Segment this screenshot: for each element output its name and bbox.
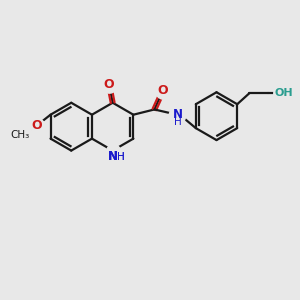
Text: N: N — [108, 151, 118, 164]
Text: O: O — [158, 84, 168, 97]
Text: H: H — [174, 117, 182, 127]
Text: O: O — [104, 78, 115, 91]
Text: H: H — [117, 152, 125, 162]
Text: O: O — [31, 119, 42, 132]
Text: CH₃: CH₃ — [11, 130, 30, 140]
Text: N: N — [108, 151, 118, 164]
Text: H: H — [117, 152, 125, 162]
Text: N: N — [173, 108, 183, 121]
Text: OH: OH — [275, 88, 293, 98]
